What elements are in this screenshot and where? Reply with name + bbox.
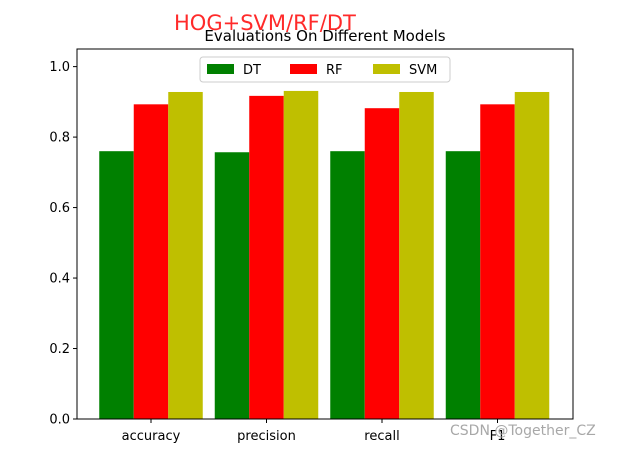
bar-rf-precision [249, 95, 284, 419]
legend-label-dt: DT [243, 63, 261, 78]
chart-title: Evaluations On Different Models [204, 27, 445, 45]
bar-dt-f1 [445, 151, 481, 419]
bar-svm-recall [399, 91, 434, 419]
y-axis: 0.0 0.2 0.4 0.6 0.8 1.0 [49, 60, 77, 428]
x-tick-label: recall [364, 429, 399, 444]
overlay-title: HOG+SVM/RF/DT [174, 11, 356, 35]
legend-label-svm: SVM [409, 63, 437, 78]
x-tick-label: F1 [490, 429, 506, 444]
y-tick-label: 0.0 [49, 413, 70, 428]
bar-dt-accuracy [99, 151, 134, 419]
bar-svm-f1 [514, 91, 550, 419]
y-tick-label: 0.4 [49, 272, 70, 287]
bar-rf-accuracy [133, 104, 169, 420]
bar-dt-recall [330, 151, 365, 419]
legend-swatch-dt [207, 64, 234, 74]
y-tick-label: 0.6 [49, 201, 70, 216]
plot-frame [76, 48, 574, 420]
x-tick-label: accuracy [122, 429, 181, 444]
y-tick-label: 0.2 [49, 342, 70, 357]
bar-dt-precision [214, 152, 250, 419]
watermark: CSDN @Together_CZ [450, 423, 596, 439]
y-tick-label: 1.0 [49, 60, 70, 75]
bar-rf-recall [364, 108, 400, 419]
bars-group [99, 90, 550, 420]
x-tick-label: precision [237, 429, 296, 444]
legend-swatch-rf [290, 64, 317, 74]
bar-svm-accuracy [168, 91, 203, 419]
legend-frame [199, 56, 451, 83]
x-axis: accuracy precision recall F1 [122, 419, 506, 444]
bar-rf-f1 [480, 104, 515, 420]
legend-label-rf: RF [326, 63, 343, 78]
legend-swatch-svm [373, 64, 400, 74]
y-tick-label: 0.8 [49, 131, 70, 146]
bar-svm-precision [283, 90, 319, 419]
legend: DT RF SVM [199, 56, 451, 83]
